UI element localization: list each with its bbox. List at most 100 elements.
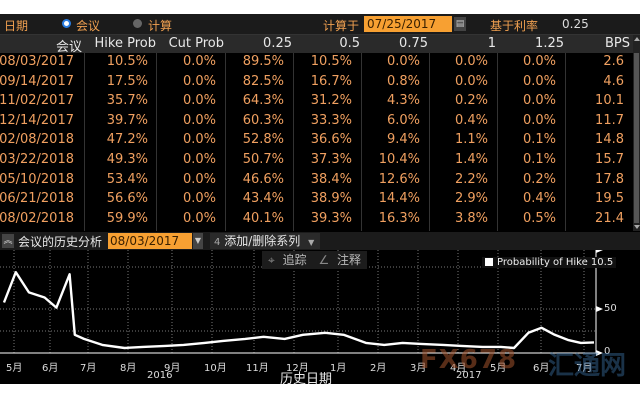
col-cut-prob[interactable]: Cut Prob [168, 36, 224, 51]
table-row[interactable]: 09/14/2017 17.5% 0.0% 82.5% 16.7% 0.8% 0.0% 0.0… [0, 73, 632, 93]
cell-prob-1-25: 0.4% [522, 191, 556, 207]
x-tick-label: 4月 [450, 363, 467, 374]
cell-prob-0-5: 39.3% [310, 210, 352, 226]
x-axis-title: 历史日期 [280, 372, 333, 387]
meeting-date-input[interactable]: 08/03/2017 [108, 233, 192, 249]
cell-prob-1-25: 0.1% [522, 132, 556, 148]
x-tick-label: 7月 [576, 363, 593, 374]
cell-bps: 10.1 [595, 93, 624, 109]
col-meeting[interactable]: 会议 [55, 40, 82, 55]
table-row[interactable]: 12/14/2017 39.7% 0.0% 60.3% 33.3% 6.0% 0.4% 0.0… [0, 112, 632, 132]
cell-bps: 17.8 [595, 171, 624, 187]
column-divider [429, 53, 430, 231]
column-divider [497, 53, 498, 231]
cell-bps: 14.8 [595, 132, 624, 148]
cell-meeting-date: 02/08/2018 [0, 132, 74, 148]
cell-prob-0-75: 6.0% [386, 112, 420, 128]
radio-calc-label[interactable]: 计算 [148, 19, 173, 33]
cell-bps: 11.7 [595, 112, 624, 128]
x-tick-label: 12月 [286, 363, 309, 374]
cell-hike-prob: 49.3% [106, 152, 148, 167]
cell-cut-prob: 0.0% [182, 73, 216, 89]
cell-prob-0-25: 40.1% [242, 210, 284, 226]
date-label: 日期 [4, 19, 29, 33]
y-tick-0: 0 [604, 346, 611, 357]
cell-prob-0-25: 60.3% [242, 112, 284, 128]
cell-hike-prob: 35.7% [106, 93, 148, 109]
cell-prob-1-25: 0.2% [522, 171, 556, 187]
cell-prob-1: 1.1% [454, 132, 488, 148]
cell-prob-0-75: 0.8% [386, 73, 420, 89]
cell-hike-prob: 59.9% [106, 210, 148, 226]
col-1-25[interactable]: 1.25 [535, 36, 564, 51]
table-row[interactable]: 05/10/2018 53.4% 0.0% 46.6% 38.4% 12.6% 2.2% 0.… [0, 171, 632, 191]
cell-prob-0-5: 10.5% [310, 54, 352, 69]
annotate-icon[interactable]: ∠ [318, 253, 330, 267]
cell-prob-1: 1.4% [454, 152, 488, 167]
radio-meeting-label[interactable]: 会议 [76, 19, 101, 33]
table-row[interactable]: 06/21/2018 56.6% 0.0% 43.4% 38.9% 14.4% 2.9% 0.… [0, 190, 632, 210]
scroll-up-icon[interactable] [634, 37, 640, 41]
cell-prob-0-75: 4.3% [386, 93, 420, 109]
calc-date-input[interactable]: 07/25/2017 [364, 16, 452, 32]
table-row[interactable]: 08/03/2017 10.5% 0.0% 89.5% 10.5% 0.0% 0.0% 0.0… [0, 53, 632, 73]
cell-meeting-date: 08/03/2017 [0, 54, 74, 69]
cell-hike-prob: 47.2% [106, 132, 148, 148]
cell-prob-0-5: 36.6% [310, 132, 352, 148]
collapse-chevron-icon[interactable]: ︽ [2, 234, 14, 248]
cell-cut-prob: 0.0% [182, 112, 216, 128]
cell-cut-prob: 0.0% [182, 152, 216, 167]
watermark-text: 汇通网 [548, 351, 627, 381]
cell-cut-prob: 0.0% [182, 132, 216, 148]
table-row[interactable]: 08/02/2018 59.9% 0.0% 40.1% 39.3% 16.3% 3.8% 0.… [0, 210, 632, 230]
radio-calc-icon[interactable] [133, 19, 142, 28]
cell-prob-0-75: 14.4% [378, 191, 420, 207]
cell-prob-0-25: 46.6% [242, 171, 284, 187]
x-tick-label: 1月 [330, 363, 347, 374]
col-0-75[interactable]: 0.75 [399, 36, 428, 51]
top-control-bar: 日期 会议 计算 计算于 07/25/2017 ▤ 基于利率 0.25 [0, 14, 640, 35]
col-0-5[interactable]: 0.5 [339, 36, 360, 51]
x-tick-label: 5月 [6, 363, 23, 374]
col-0-25[interactable]: 0.25 [263, 36, 292, 51]
calendar-icon[interactable]: ▤ [454, 17, 466, 31]
crosshair-icon[interactable]: ⌖ [268, 253, 275, 267]
cell-prob-1-25: 0.0% [522, 73, 556, 89]
dropdown-arrow-icon[interactable]: ▼ [193, 233, 203, 249]
cell-prob-0-25: 50.7% [242, 152, 284, 167]
x-tick-label: 6月 [42, 363, 59, 374]
year-label-2017: 2017 [456, 370, 482, 381]
col-bps[interactable]: BPS [604, 36, 630, 51]
x-tick-label: 6月 [533, 363, 550, 374]
table-row[interactable]: 02/08/2018 47.2% 0.0% 52.8% 36.6% 9.4% 1.1% 0.1… [0, 131, 632, 151]
cell-hike-prob: 53.4% [106, 171, 148, 187]
x-tick-label: 9月 [164, 363, 181, 374]
table-row[interactable]: 11/02/2017 35.7% 0.0% 64.3% 31.2% 4.3% 0.2% 0.0… [0, 92, 632, 112]
base-rate-value: 0.25 [562, 17, 589, 31]
column-divider [84, 53, 85, 231]
table-row[interactable]: 03/22/2018 49.3% 0.0% 50.7% 37.3% 10.4% 1.4% 0.… [0, 151, 632, 171]
cell-prob-0-5: 38.9% [310, 191, 352, 207]
track-button[interactable]: 追踪 [282, 253, 307, 267]
cell-bps: 15.7 [595, 152, 624, 167]
cell-meeting-date: 05/10/2018 [0, 171, 74, 187]
cell-prob-1: 3.8% [454, 210, 488, 226]
chart-legend: Probability of Hike 10.5 [482, 257, 617, 268]
bloomberg-wirp-panel: 日期 会议 计算 计算于 07/25/2017 ▤ 基于利率 0.25 会议 H… [0, 14, 640, 387]
probability-table: 08/03/2017 10.5% 0.0% 89.5% 10.5% 0.0% 0.0% 0.0… [0, 53, 632, 231]
cell-prob-1: 0.0% [454, 73, 488, 89]
cell-hike-prob: 10.5% [106, 54, 148, 69]
table-scrollbar[interactable] [633, 35, 640, 231]
annotate-button[interactable]: 注释 [337, 253, 362, 267]
add-remove-series-button[interactable]: 4 添加/删除系列 ▼ [210, 233, 320, 249]
col-1[interactable]: 1 [487, 36, 496, 51]
legend-text: Probability of Hike 10.5 [497, 257, 614, 268]
cell-bps: 19.5 [595, 191, 624, 207]
scrollbar-thumb[interactable] [634, 53, 639, 223]
scroll-down-icon[interactable] [634, 225, 640, 229]
cell-meeting-date: 03/22/2018 [0, 152, 74, 167]
radio-meeting-selected-icon[interactable] [62, 19, 71, 28]
cell-prob-0-25: 43.4% [242, 191, 284, 207]
history-chart[interactable]: ⌖ 追踪 ∠ 注释 Probability of Hike 10.5 5月 6月 7… [0, 250, 640, 384]
col-hike-prob[interactable]: Hike Prob [94, 36, 156, 51]
